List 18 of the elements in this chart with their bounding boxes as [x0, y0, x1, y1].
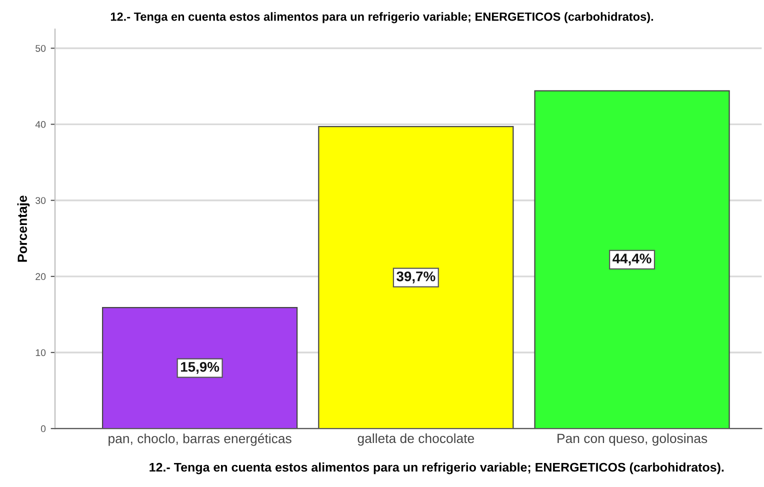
y-tick-label: 30 [36, 197, 46, 204]
data-label: 15,9% [180, 362, 220, 374]
x-tick-label: galleta de chocolate [358, 433, 474, 446]
y-tick-label: 40 [35, 121, 46, 128]
bar [534, 90, 730, 429]
y-tick-label: 10 [36, 349, 46, 356]
data-label: 44,4% [612, 254, 652, 266]
chart-title: 12.- Tenga en cuenta estos alimentos para un refrigerio variable; ENERGETICOS (carbohidratos). [110, 12, 654, 24]
x-axis-title: 12.- Tenga en cuenta estos alimentos para un refrigerio variable; ENERGETICOS (carbohidratos). [150, 462, 724, 474]
y-tick-label: 50 [36, 44, 46, 52]
y-axis-title: Porcentaje [17, 196, 30, 262]
y-tick-label: 0 [40, 425, 46, 432]
bar [102, 307, 298, 429]
bar [318, 126, 514, 429]
data-label: 39,7% [396, 271, 436, 284]
y-tick-label: 20 [36, 273, 46, 280]
x-tick-label: Pan con queso, golosinas [558, 433, 708, 446]
x-tick-label: pan, choclo, barras energéticas [108, 433, 292, 446]
